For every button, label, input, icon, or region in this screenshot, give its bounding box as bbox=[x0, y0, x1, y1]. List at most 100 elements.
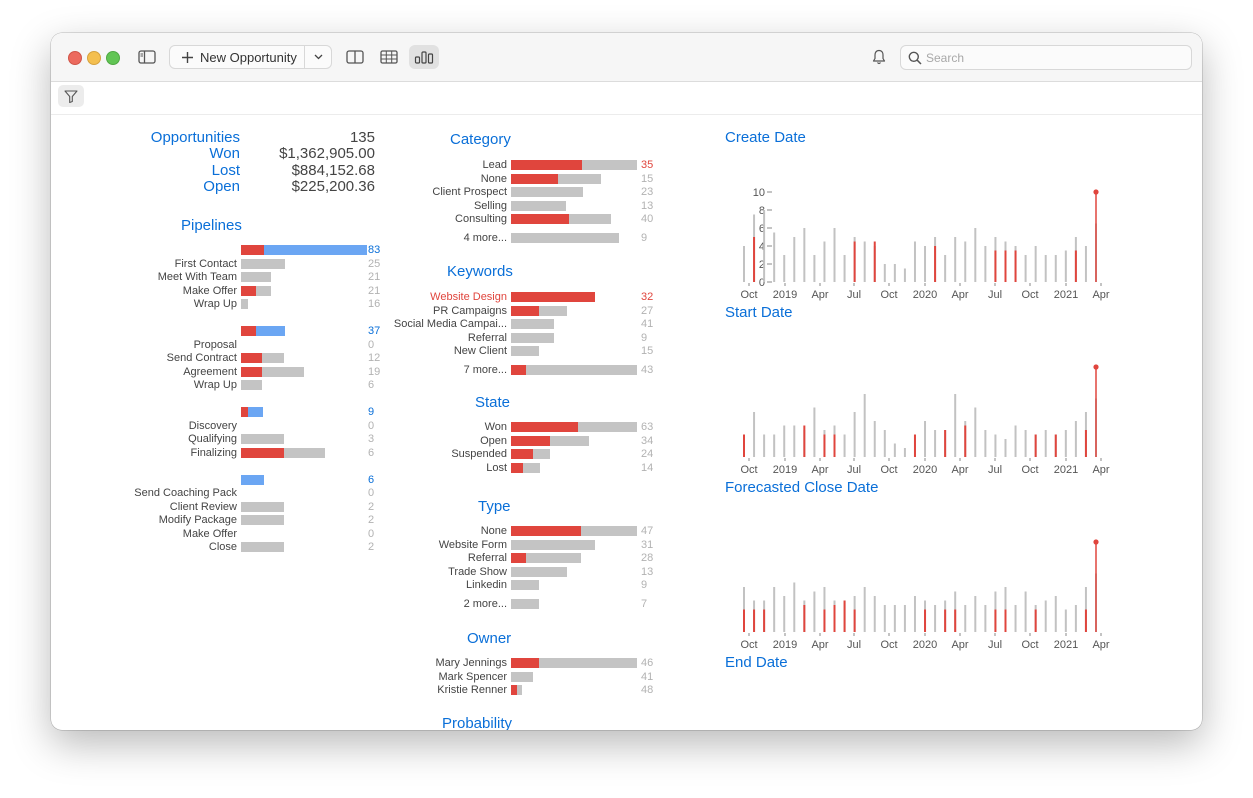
row-count: 9 bbox=[641, 331, 648, 344]
x-tick-label: Oct bbox=[880, 639, 897, 651]
x-tick-label: Apr bbox=[951, 289, 968, 301]
summary-label[interactable]: Opportunities bbox=[150, 129, 240, 146]
bar-segment-red bbox=[511, 526, 581, 536]
bar-segment-red bbox=[241, 285, 256, 296]
x-tick-label: Jul bbox=[847, 464, 861, 476]
split-view-icon bbox=[346, 50, 364, 64]
x-tick-label: Oct bbox=[1021, 464, 1038, 476]
search-field bbox=[900, 45, 1192, 70]
row-count: 16 bbox=[368, 298, 381, 310]
bar-segment-gray bbox=[511, 566, 567, 577]
minimize-window-button[interactable] bbox=[87, 51, 101, 65]
bar-segment-gray bbox=[511, 232, 619, 243]
x-tick-label: 2021 bbox=[1054, 639, 1078, 651]
bar-segment-gray bbox=[578, 422, 637, 432]
bar-segment-blue bbox=[241, 474, 264, 485]
summary-label[interactable]: Won bbox=[209, 145, 240, 163]
state-label: Lost bbox=[486, 461, 507, 474]
stage-label: Send Coaching Pack bbox=[134, 487, 237, 499]
keywords-label: Referral bbox=[467, 331, 507, 344]
y-tick-label: 2 bbox=[759, 259, 765, 271]
y-tick-label: 10 bbox=[753, 187, 765, 199]
table-view-icon bbox=[380, 50, 398, 64]
bar-segment-red bbox=[511, 435, 550, 446]
filter-icon bbox=[64, 89, 78, 103]
zoom-window-button[interactable] bbox=[106, 51, 120, 65]
row-count: 14 bbox=[641, 461, 654, 474]
x-tick-label: Apr bbox=[811, 639, 828, 651]
summary-label[interactable]: Open bbox=[203, 177, 240, 195]
chart-view-button[interactable] bbox=[409, 45, 439, 69]
x-tick-label: 2019 bbox=[773, 464, 797, 476]
bar-segment-gray bbox=[581, 526, 637, 536]
new-opportunity-menu-button[interactable] bbox=[305, 46, 331, 68]
bar-segment-blue bbox=[264, 245, 367, 255]
bar-segment-red bbox=[241, 366, 262, 377]
stage-label: Client Review bbox=[169, 500, 237, 513]
category-label: Client Prospect bbox=[432, 186, 507, 198]
summary-label[interactable]: Lost bbox=[211, 161, 240, 179]
row-count: 2 bbox=[368, 500, 375, 513]
bar-segment-red bbox=[511, 364, 526, 375]
bar-segment-gray bbox=[511, 539, 595, 550]
sidebar-toggle-button[interactable] bbox=[134, 45, 160, 69]
stage-label: Make Offer bbox=[182, 284, 237, 297]
summary-value: 135 bbox=[349, 129, 375, 146]
bar-segment-gray bbox=[241, 434, 284, 444]
bar-segment-red bbox=[511, 449, 533, 459]
row-count: 21 bbox=[368, 271, 381, 283]
timeline-chart: Oct 2019 Apr Jul Oct 2020 Apr Jul Oct 2021 Apr bbox=[740, 364, 1110, 476]
split-view-button[interactable] bbox=[342, 45, 368, 69]
table-view-button[interactable] bbox=[376, 45, 402, 69]
bar-segment-gray bbox=[241, 515, 284, 525]
bar-segment-gray bbox=[526, 364, 637, 375]
bar-segment-red bbox=[241, 326, 256, 336]
bar-segment-red bbox=[241, 353, 262, 363]
type-label: Referral bbox=[467, 552, 507, 564]
x-tick-label: Apr bbox=[1092, 289, 1109, 301]
row-count: 13 bbox=[641, 565, 654, 578]
row-count: 47 bbox=[641, 525, 654, 537]
timeline-chart: Oct 2019 Apr Jul Oct 2020 Apr Jul Oct 2021 Apr bbox=[740, 539, 1110, 651]
x-tick-label: Oct bbox=[880, 464, 897, 476]
close-window-button[interactable] bbox=[68, 51, 82, 65]
filter-button[interactable] bbox=[58, 85, 84, 107]
filter-bar bbox=[51, 82, 1202, 115]
bar-segment-gray bbox=[511, 319, 554, 329]
stage-label: Wrap Up bbox=[193, 379, 237, 391]
x-tick-label: Jul bbox=[988, 289, 1002, 301]
timeline-chart bbox=[691, 678, 1161, 730]
stage-label: Proposal bbox=[193, 338, 237, 351]
type-label: Linkedin bbox=[466, 579, 507, 591]
row-count: 23 bbox=[641, 186, 654, 198]
row-count: 0 bbox=[368, 338, 375, 351]
bar-segment-gray bbox=[256, 285, 271, 296]
chart-view-icon bbox=[414, 51, 434, 64]
bar-segment-gray bbox=[533, 449, 550, 459]
row-count: 21 bbox=[368, 284, 381, 297]
x-tick-label: Oct bbox=[880, 289, 897, 301]
search-input[interactable] bbox=[926, 49, 1181, 66]
bar-segment-gray bbox=[241, 542, 284, 552]
row-count: 15 bbox=[641, 345, 654, 357]
row-count: 9 bbox=[368, 406, 375, 418]
stage-label: Meet With Team bbox=[157, 271, 237, 283]
type-more-link: 2 more... bbox=[463, 597, 507, 610]
timeline-chart-title: Create Date bbox=[725, 129, 806, 146]
owner-title: Owner bbox=[467, 630, 512, 647]
new-opportunity-group: New Opportunity bbox=[169, 45, 332, 69]
timeline-chart: 0 2 4 6 8 10 Oct 2019 Apr Jul Oct 2020 Apr Jul Oct 2021… bbox=[740, 187, 1109, 301]
x-tick-label: Jul bbox=[988, 639, 1002, 651]
keywords-label: New Client bbox=[453, 345, 507, 357]
x-tick-label: Apr bbox=[1092, 639, 1109, 651]
bar-segment-red bbox=[511, 462, 523, 473]
category-more-link: 4 more... bbox=[463, 231, 507, 244]
state-label: Won bbox=[484, 421, 507, 433]
timeline-chart-title: End Date bbox=[725, 654, 788, 671]
notifications-button[interactable] bbox=[866, 45, 892, 69]
app-window: New Opportunity bbox=[51, 33, 1202, 730]
bar-segment-gray bbox=[262, 353, 284, 363]
x-tick-label: Jul bbox=[988, 464, 1002, 476]
row-count: 31 bbox=[641, 538, 654, 551]
new-opportunity-button[interactable]: New Opportunity bbox=[170, 46, 305, 68]
